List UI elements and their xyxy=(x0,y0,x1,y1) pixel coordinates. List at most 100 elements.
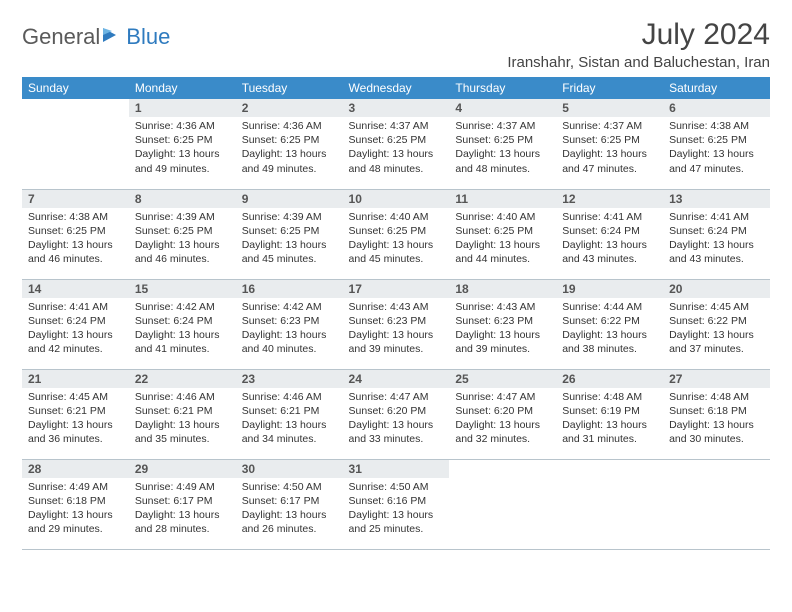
day-body: Sunrise: 4:39 AMSunset: 6:25 PMDaylight:… xyxy=(129,208,236,271)
day-body: Sunrise: 4:42 AMSunset: 6:24 PMDaylight:… xyxy=(129,298,236,361)
calendar-cell: 13Sunrise: 4:41 AMSunset: 6:24 PMDayligh… xyxy=(663,189,770,279)
day-number: 31 xyxy=(343,460,450,478)
flag-icon xyxy=(102,26,124,49)
day-number: 15 xyxy=(129,280,236,298)
day-number: 20 xyxy=(663,280,770,298)
day-body: Sunrise: 4:49 AMSunset: 6:17 PMDaylight:… xyxy=(129,478,236,541)
calendar-row: 21Sunrise: 4:45 AMSunset: 6:21 PMDayligh… xyxy=(22,369,770,459)
title-block: July 2024 Iranshahr, Sistan and Baluches… xyxy=(507,18,770,71)
day-number: 5 xyxy=(556,99,663,117)
day-body: Sunrise: 4:40 AMSunset: 6:25 PMDaylight:… xyxy=(343,208,450,271)
day-number: 28 xyxy=(22,460,129,478)
day-body: Sunrise: 4:46 AMSunset: 6:21 PMDaylight:… xyxy=(236,388,343,451)
calendar-head: SundayMondayTuesdayWednesdayThursdayFrid… xyxy=(22,77,770,99)
calendar-cell xyxy=(556,459,663,549)
day-body: Sunrise: 4:50 AMSunset: 6:17 PMDaylight:… xyxy=(236,478,343,541)
calendar-cell: 30Sunrise: 4:50 AMSunset: 6:17 PMDayligh… xyxy=(236,459,343,549)
day-body: Sunrise: 4:48 AMSunset: 6:19 PMDaylight:… xyxy=(556,388,663,451)
day-number: 21 xyxy=(22,370,129,388)
day-number: 27 xyxy=(663,370,770,388)
calendar-cell: 9Sunrise: 4:39 AMSunset: 6:25 PMDaylight… xyxy=(236,189,343,279)
day-body: Sunrise: 4:48 AMSunset: 6:18 PMDaylight:… xyxy=(663,388,770,451)
day-number: 3 xyxy=(343,99,450,117)
day-body: Sunrise: 4:41 AMSunset: 6:24 PMDaylight:… xyxy=(556,208,663,271)
calendar-row: 1Sunrise: 4:36 AMSunset: 6:25 PMDaylight… xyxy=(22,99,770,189)
day-number: 7 xyxy=(22,190,129,208)
day-number: 13 xyxy=(663,190,770,208)
calendar-cell: 16Sunrise: 4:42 AMSunset: 6:23 PMDayligh… xyxy=(236,279,343,369)
day-number: 9 xyxy=(236,190,343,208)
weekday-header: Thursday xyxy=(449,77,556,99)
day-body: Sunrise: 4:37 AMSunset: 6:25 PMDaylight:… xyxy=(449,117,556,180)
day-number: 11 xyxy=(449,190,556,208)
calendar-cell: 15Sunrise: 4:42 AMSunset: 6:24 PMDayligh… xyxy=(129,279,236,369)
day-number: 30 xyxy=(236,460,343,478)
weekday-header: Saturday xyxy=(663,77,770,99)
brand-part2: Blue xyxy=(126,24,170,50)
calendar-cell: 10Sunrise: 4:40 AMSunset: 6:25 PMDayligh… xyxy=(343,189,450,279)
day-body: Sunrise: 4:37 AMSunset: 6:25 PMDaylight:… xyxy=(556,117,663,180)
day-number: 8 xyxy=(129,190,236,208)
day-number: 4 xyxy=(449,99,556,117)
day-number: 12 xyxy=(556,190,663,208)
calendar-cell: 25Sunrise: 4:47 AMSunset: 6:20 PMDayligh… xyxy=(449,369,556,459)
calendar-row: 28Sunrise: 4:49 AMSunset: 6:18 PMDayligh… xyxy=(22,459,770,549)
weekday-header: Monday xyxy=(129,77,236,99)
day-number: 10 xyxy=(343,190,450,208)
calendar-cell: 4Sunrise: 4:37 AMSunset: 6:25 PMDaylight… xyxy=(449,99,556,189)
calendar-cell: 23Sunrise: 4:46 AMSunset: 6:21 PMDayligh… xyxy=(236,369,343,459)
calendar-cell: 6Sunrise: 4:38 AMSunset: 6:25 PMDaylight… xyxy=(663,99,770,189)
day-number: 29 xyxy=(129,460,236,478)
day-body: Sunrise: 4:36 AMSunset: 6:25 PMDaylight:… xyxy=(129,117,236,180)
calendar-cell: 7Sunrise: 4:38 AMSunset: 6:25 PMDaylight… xyxy=(22,189,129,279)
calendar-cell xyxy=(663,459,770,549)
calendar-cell: 28Sunrise: 4:49 AMSunset: 6:18 PMDayligh… xyxy=(22,459,129,549)
weekday-header: Sunday xyxy=(22,77,129,99)
calendar-cell: 5Sunrise: 4:37 AMSunset: 6:25 PMDaylight… xyxy=(556,99,663,189)
day-body: Sunrise: 4:36 AMSunset: 6:25 PMDaylight:… xyxy=(236,117,343,180)
calendar-cell: 12Sunrise: 4:41 AMSunset: 6:24 PMDayligh… xyxy=(556,189,663,279)
weekday-header: Tuesday xyxy=(236,77,343,99)
day-body: Sunrise: 4:42 AMSunset: 6:23 PMDaylight:… xyxy=(236,298,343,361)
day-number: 18 xyxy=(449,280,556,298)
day-number: 25 xyxy=(449,370,556,388)
calendar-cell xyxy=(22,99,129,189)
calendar-cell: 2Sunrise: 4:36 AMSunset: 6:25 PMDaylight… xyxy=(236,99,343,189)
day-number: 1 xyxy=(129,99,236,117)
day-body: Sunrise: 4:47 AMSunset: 6:20 PMDaylight:… xyxy=(449,388,556,451)
brand-logo: General Blue xyxy=(22,24,170,50)
calendar-cell: 11Sunrise: 4:40 AMSunset: 6:25 PMDayligh… xyxy=(449,189,556,279)
calendar-row: 7Sunrise: 4:38 AMSunset: 6:25 PMDaylight… xyxy=(22,189,770,279)
day-body: Sunrise: 4:40 AMSunset: 6:25 PMDaylight:… xyxy=(449,208,556,271)
location-text: Iranshahr, Sistan and Baluchestan, Iran xyxy=(507,54,770,71)
calendar-cell: 21Sunrise: 4:45 AMSunset: 6:21 PMDayligh… xyxy=(22,369,129,459)
weekday-header: Friday xyxy=(556,77,663,99)
day-body: Sunrise: 4:46 AMSunset: 6:21 PMDaylight:… xyxy=(129,388,236,451)
day-body: Sunrise: 4:37 AMSunset: 6:25 PMDaylight:… xyxy=(343,117,450,180)
calendar-cell: 18Sunrise: 4:43 AMSunset: 6:23 PMDayligh… xyxy=(449,279,556,369)
day-number: 26 xyxy=(556,370,663,388)
day-body: Sunrise: 4:38 AMSunset: 6:25 PMDaylight:… xyxy=(22,208,129,271)
day-body: Sunrise: 4:44 AMSunset: 6:22 PMDaylight:… xyxy=(556,298,663,361)
day-body: Sunrise: 4:45 AMSunset: 6:22 PMDaylight:… xyxy=(663,298,770,361)
day-number: 24 xyxy=(343,370,450,388)
day-number: 14 xyxy=(22,280,129,298)
calendar-cell xyxy=(449,459,556,549)
calendar-cell: 31Sunrise: 4:50 AMSunset: 6:16 PMDayligh… xyxy=(343,459,450,549)
page-title: July 2024 xyxy=(507,18,770,52)
brand-part1: General xyxy=(22,24,100,50)
header: General Blue July 2024 Iranshahr, Sistan… xyxy=(22,18,770,71)
calendar-cell: 19Sunrise: 4:44 AMSunset: 6:22 PMDayligh… xyxy=(556,279,663,369)
day-body: Sunrise: 4:50 AMSunset: 6:16 PMDaylight:… xyxy=(343,478,450,541)
calendar-cell: 27Sunrise: 4:48 AMSunset: 6:18 PMDayligh… xyxy=(663,369,770,459)
calendar-cell: 29Sunrise: 4:49 AMSunset: 6:17 PMDayligh… xyxy=(129,459,236,549)
day-number: 17 xyxy=(343,280,450,298)
day-body: Sunrise: 4:41 AMSunset: 6:24 PMDaylight:… xyxy=(663,208,770,271)
day-number: 16 xyxy=(236,280,343,298)
day-body: Sunrise: 4:47 AMSunset: 6:20 PMDaylight:… xyxy=(343,388,450,451)
day-number: 2 xyxy=(236,99,343,117)
calendar-cell: 17Sunrise: 4:43 AMSunset: 6:23 PMDayligh… xyxy=(343,279,450,369)
day-number: 23 xyxy=(236,370,343,388)
calendar-table: SundayMondayTuesdayWednesdayThursdayFrid… xyxy=(22,77,770,550)
day-body: Sunrise: 4:45 AMSunset: 6:21 PMDaylight:… xyxy=(22,388,129,451)
